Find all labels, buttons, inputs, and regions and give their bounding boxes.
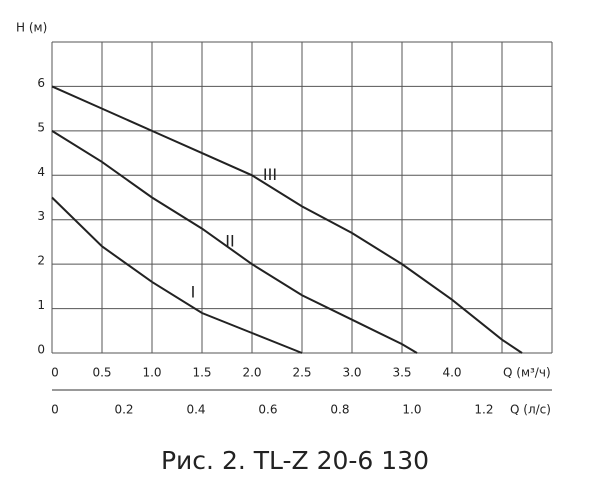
pump-curve xyxy=(51,130,418,354)
x2-tick-label: 0 xyxy=(51,403,59,417)
caption: Рис. 2. TL-Z 20-6 130 xyxy=(161,446,429,475)
y-tick-label: 1 xyxy=(37,298,45,312)
pump-curve xyxy=(51,85,523,354)
y-axis-title: H (м) xyxy=(16,21,47,35)
y-tick-label: 5 xyxy=(37,120,45,134)
x2-tick-label: 0.2 xyxy=(114,403,133,417)
x-axis-title: Q (м³/ч) xyxy=(503,366,551,380)
x2-tick-label: 0.4 xyxy=(186,403,205,417)
x-tick-label: 0.5 xyxy=(92,366,111,380)
x-tick-label: 2.0 xyxy=(242,366,261,380)
pump-curve xyxy=(51,196,303,354)
y-tick-label: 2 xyxy=(37,254,45,268)
x2-tick-label: 1.0 xyxy=(402,403,421,417)
x-tick-label: 1.5 xyxy=(192,366,211,380)
x-tick-label: 3.5 xyxy=(392,366,411,380)
y-tick-label: 6 xyxy=(37,76,45,90)
y-tick-label: 4 xyxy=(37,165,45,179)
curve-label: I xyxy=(191,283,196,302)
x2-axis-title: Q (л/с) xyxy=(510,403,551,417)
x-tick-label: 0 xyxy=(51,366,59,380)
x-tick-label: 1.0 xyxy=(142,366,161,380)
x-tick-label: 3.0 xyxy=(342,366,361,380)
x-tick-label: 2.5 xyxy=(292,366,311,380)
y-tick-label: 3 xyxy=(37,209,45,223)
x2-tick-label: 0.8 xyxy=(330,403,349,417)
curve-label: II xyxy=(225,231,234,250)
x2-tick-label: 0.6 xyxy=(258,403,277,417)
x-tick-label: 4.0 xyxy=(442,366,461,380)
x2-tick-label: 1.2 xyxy=(474,403,493,417)
y-tick-label: 0 xyxy=(37,343,45,357)
curve-label: III xyxy=(263,165,277,184)
